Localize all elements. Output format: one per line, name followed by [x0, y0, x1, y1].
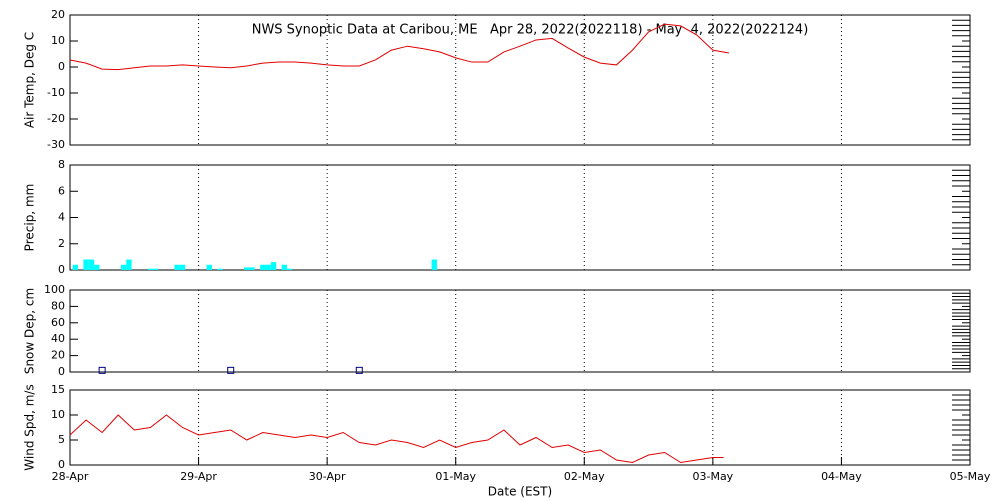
- y-axis-label: Precip, mm: [23, 184, 37, 252]
- x-tick-label: 01-May: [435, 470, 476, 483]
- x-axis-label: Date (EST): [488, 485, 552, 499]
- y-axis-label: Air Temp, Deg C: [23, 32, 37, 128]
- data-line: [69, 23, 730, 71]
- x-tick-label: 02-May: [564, 470, 605, 483]
- y-tick-label: 0: [58, 263, 65, 276]
- bar: [281, 264, 287, 270]
- y-tick-label: 10: [51, 408, 65, 421]
- y-axis-label: Wind Spd, m/s: [23, 384, 37, 470]
- bar: [120, 264, 127, 270]
- y-axis-label: Snow Dep, cm: [23, 288, 37, 374]
- bar: [153, 268, 159, 270]
- x-tick-label: 05-May: [950, 470, 991, 483]
- y-tick-label: 0: [58, 60, 65, 73]
- bar: [286, 268, 293, 270]
- y-tick-label: 60: [51, 316, 65, 329]
- bar: [217, 268, 223, 270]
- chart-title: NWS Synoptic Data at Caribou, ME Apr 28,…: [252, 23, 809, 38]
- y-tick-label: 5: [58, 433, 65, 446]
- bar: [431, 259, 437, 270]
- y-tick-label: 6: [58, 184, 65, 197]
- y-tick-label: 0: [58, 458, 65, 471]
- y-tick-label: -10: [47, 86, 65, 99]
- bar: [94, 264, 100, 270]
- data-line: [69, 414, 724, 464]
- bar: [260, 264, 266, 270]
- y-tick-label: 0: [58, 365, 65, 378]
- y-tick-label: 40: [51, 332, 65, 345]
- point: [227, 366, 235, 374]
- point: [98, 366, 106, 374]
- x-tick-label: 28-Apr: [52, 470, 89, 483]
- y-tick-label: 15: [51, 383, 65, 396]
- bar: [147, 268, 154, 270]
- bar: [83, 259, 89, 270]
- point: [355, 366, 363, 374]
- y-tick-label: 80: [51, 299, 65, 312]
- bar: [265, 264, 271, 270]
- y-tick-label: 100: [44, 283, 65, 296]
- y-tick-label: 4: [58, 211, 65, 224]
- x-tick-label: 29-Apr: [180, 470, 217, 483]
- plot-frame: [69, 389, 971, 466]
- bar: [249, 267, 255, 270]
- x-tick-label: 03-May: [692, 470, 733, 483]
- y-tick-label: 8: [58, 158, 65, 171]
- bar: [88, 259, 95, 270]
- bar: [72, 264, 79, 270]
- x-tick-label: 30-Apr: [309, 470, 346, 483]
- x-tick-label: 04-May: [821, 470, 862, 483]
- y-tick-label: 20: [51, 8, 65, 21]
- bar: [126, 259, 132, 270]
- bar: [206, 264, 212, 270]
- y-tick-label: 10: [51, 34, 65, 47]
- y-tick-label: -20: [47, 112, 65, 125]
- bar: [174, 264, 180, 270]
- y-tick-label: 2: [58, 237, 65, 250]
- bar: [270, 262, 277, 270]
- y-tick-label: -30: [47, 138, 65, 151]
- y-tick-label: 20: [51, 349, 65, 362]
- bar: [179, 264, 186, 270]
- bar: [244, 267, 250, 270]
